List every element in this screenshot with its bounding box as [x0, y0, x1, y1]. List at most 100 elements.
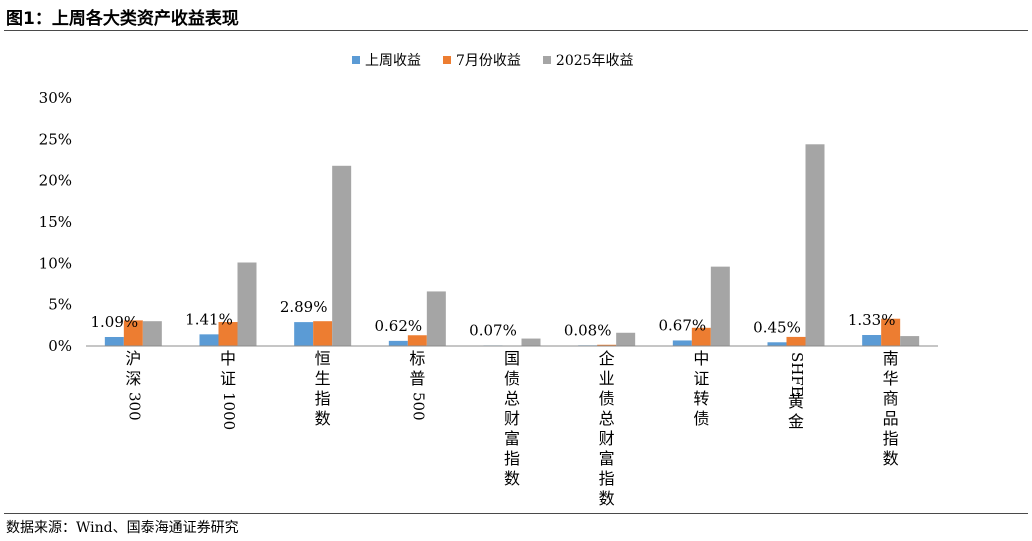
data-label: 1.09% — [91, 313, 139, 331]
y-tick-label: 10% — [39, 254, 72, 272]
svg-text:债: 债 — [693, 409, 709, 428]
bar — [313, 321, 333, 346]
svg-text:业: 业 — [599, 369, 615, 388]
bar — [691, 327, 711, 346]
bar — [881, 318, 901, 346]
bar — [388, 340, 408, 346]
svg-text:中: 中 — [693, 349, 709, 368]
bar — [616, 332, 636, 346]
y-tick-label: 25% — [39, 130, 72, 148]
svg-text:300: 300 — [125, 392, 143, 421]
svg-text:南: 南 — [883, 349, 899, 368]
svg-text:沪: 沪 — [125, 349, 141, 368]
bar — [597, 344, 617, 346]
svg-text:深: 深 — [125, 369, 141, 388]
data-label: 0.67% — [659, 316, 707, 334]
y-tick-label: 15% — [39, 213, 72, 231]
bar — [767, 342, 787, 346]
data-label: 2.89% — [280, 298, 328, 316]
bar — [199, 334, 219, 346]
bar — [786, 336, 806, 346]
top-rule — [4, 30, 1028, 31]
legend-item-ytd: 2025年收益 — [542, 50, 634, 70]
svg-text:SHFE: SHFE — [788, 352, 806, 397]
legend-swatch-july — [443, 56, 451, 64]
svg-text:数: 数 — [315, 409, 331, 428]
bottom-rule — [4, 513, 1028, 514]
data-label: 1.41% — [185, 310, 233, 328]
bar — [123, 320, 143, 346]
svg-text:指: 指 — [315, 389, 331, 408]
bar — [142, 321, 162, 346]
svg-text:指: 指 — [599, 469, 615, 488]
svg-text:转: 转 — [693, 389, 709, 408]
svg-text:黄: 黄 — [788, 392, 804, 411]
svg-text:金: 金 — [788, 412, 804, 431]
svg-text:数: 数 — [883, 449, 899, 468]
data-label: 0.45% — [753, 318, 801, 336]
data-label: 0.08% — [564, 321, 612, 339]
category-label: 标普 500 — [409, 349, 427, 421]
category-label: 沪深 300 — [125, 349, 143, 421]
svg-text:数: 数 — [504, 469, 520, 488]
bar — [218, 322, 238, 346]
y-tick-label: 5% — [48, 296, 72, 314]
svg-text:品: 品 — [883, 409, 899, 428]
svg-text:财: 财 — [504, 409, 520, 428]
y-tick-label: 0% — [48, 337, 72, 355]
figure-title: 图1：上周各大类资产收益表现 — [6, 9, 239, 29]
bar — [104, 336, 124, 346]
svg-text:商: 商 — [883, 389, 899, 408]
svg-text:指: 指 — [883, 429, 899, 448]
bar — [672, 340, 692, 346]
svg-text:债: 债 — [599, 389, 615, 408]
svg-text:总: 总 — [504, 389, 520, 408]
svg-text:富: 富 — [504, 429, 520, 448]
bar — [332, 165, 352, 346]
bar — [407, 335, 427, 346]
svg-text:证: 证 — [220, 369, 236, 388]
svg-text:恒: 恒 — [315, 349, 331, 368]
y-tick-label: 20% — [39, 172, 72, 190]
bar — [294, 322, 314, 346]
legend-label-ytd: 2025年收益 — [555, 53, 634, 69]
svg-text:总: 总 — [599, 409, 615, 428]
svg-text:富: 富 — [599, 449, 615, 468]
bar — [805, 144, 825, 346]
data-label: 1.33% — [848, 311, 896, 329]
data-label: 0.62% — [375, 317, 423, 335]
svg-text:1000: 1000 — [220, 392, 238, 430]
svg-text:中: 中 — [220, 349, 236, 368]
legend-swatch-weekly — [352, 56, 360, 64]
bar — [237, 262, 257, 346]
svg-text:企: 企 — [599, 349, 615, 368]
svg-text:标: 标 — [409, 349, 425, 368]
svg-text:财: 财 — [599, 429, 615, 448]
svg-text:华: 华 — [883, 369, 899, 388]
svg-text:500: 500 — [409, 392, 427, 421]
svg-text:普: 普 — [409, 369, 425, 388]
legend-label-weekly: 上周收益 — [365, 53, 421, 69]
svg-text:证: 证 — [693, 369, 709, 388]
category-label: 中证 1000 — [220, 349, 238, 430]
legend-item-weekly: 上周收益 — [352, 50, 421, 70]
bar — [710, 266, 730, 346]
bar — [900, 336, 920, 346]
chart-legend: 上周收益 7月份收益 2025年收益 — [352, 50, 634, 70]
svg-text:生: 生 — [315, 369, 331, 388]
bar — [862, 335, 882, 346]
legend-label-july: 7月份收益 — [456, 53, 521, 69]
bar — [521, 338, 541, 346]
bar — [426, 291, 446, 346]
svg-text:国: 国 — [504, 349, 520, 368]
legend-item-july: 7月份收益 — [443, 50, 521, 70]
y-tick-label: 30% — [39, 89, 72, 107]
source-note: 数据来源：Wind、国泰海通证券研究 — [6, 520, 239, 536]
svg-text:数: 数 — [599, 489, 615, 508]
